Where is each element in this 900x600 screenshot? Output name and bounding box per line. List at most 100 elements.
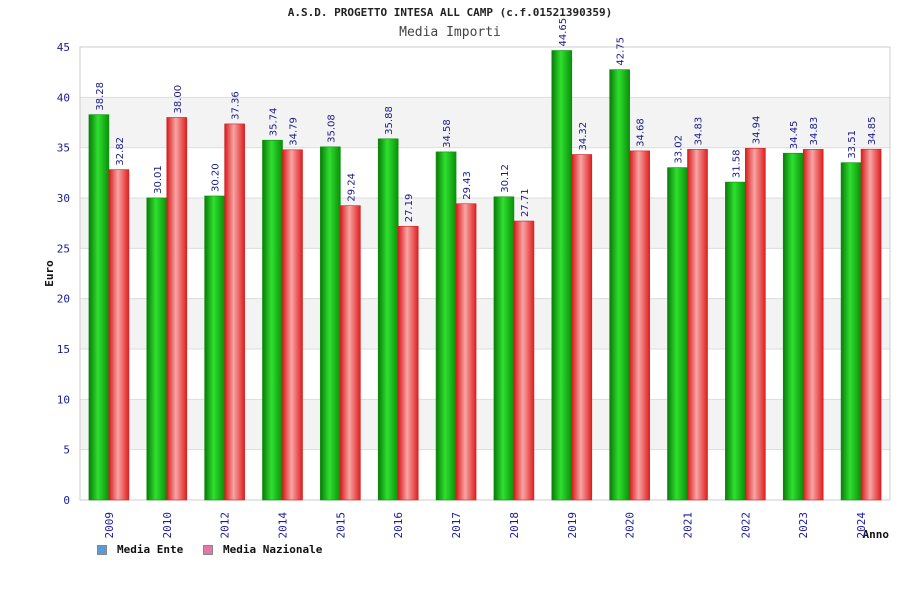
bar-media-ente	[609, 69, 630, 501]
legend-item-media-ente: Media Ente	[97, 543, 183, 556]
data-label: 35.88	[384, 106, 395, 135]
bar-media-nazionale	[282, 149, 303, 501]
data-label: 27.71	[520, 188, 531, 217]
data-label: 34.85	[867, 117, 878, 146]
data-label: 44.65	[558, 18, 569, 47]
bar-media-nazionale	[108, 169, 130, 501]
bar-media-ente	[204, 195, 225, 501]
y-tick-label: 40	[57, 91, 70, 104]
bar-media-nazionale	[340, 205, 361, 501]
data-label: 32.82	[115, 137, 126, 166]
y-tick-label: 45	[57, 41, 70, 54]
x-tick-label: 2024	[855, 512, 868, 539]
y-tick-label: 35	[57, 142, 70, 155]
plot-band	[80, 349, 890, 400]
y-tick-label: 10	[57, 393, 70, 406]
plot-band	[80, 47, 890, 98]
y-tick-label: 5	[63, 444, 70, 457]
x-axis-label: Anno	[863, 528, 890, 541]
data-label: 34.83	[694, 117, 705, 146]
x-tick-label: 2022	[739, 512, 752, 539]
bar-media-nazionale	[513, 220, 535, 501]
plot-band	[80, 147, 890, 198]
bar-media-ente	[435, 151, 457, 501]
data-label: 34.58	[442, 119, 453, 148]
data-label: 29.43	[462, 171, 473, 200]
bar-media-nazionale	[860, 148, 882, 501]
data-label: 34.83	[809, 117, 820, 146]
bar-media-ente	[377, 138, 399, 501]
bar-media-nazionale	[802, 149, 824, 501]
bar-media-nazionale	[224, 123, 245, 501]
data-label: 34.68	[636, 118, 647, 147]
legend-item-media-nazionale: Media Nazionale	[203, 543, 322, 556]
y-axis-label: Euro	[43, 260, 56, 287]
data-label: 30.12	[500, 164, 511, 193]
data-label: 37.36	[231, 91, 242, 120]
data-label: 33.02	[674, 135, 685, 164]
bar-media-ente	[262, 139, 283, 501]
data-label: 35.08	[326, 114, 337, 143]
legend-swatch-media-ente	[97, 544, 107, 555]
x-tick-label: 2023	[797, 512, 810, 539]
data-label: 33.51	[847, 130, 858, 159]
data-label: 31.58	[731, 149, 742, 178]
y-tick-label: 30	[57, 192, 70, 205]
x-tick-label: 2020	[624, 512, 637, 539]
data-label: 34.45	[789, 121, 800, 150]
bar-media-ente	[493, 196, 515, 501]
x-tick-label: 2015	[334, 512, 347, 539]
plot-area-border	[79, 46, 891, 501]
legend-label-media-nazionale: Media Nazionale	[223, 543, 323, 556]
bar-media-ente	[551, 50, 573, 501]
bar-media-nazionale	[629, 150, 650, 501]
data-label: 35.74	[269, 108, 280, 137]
data-label: 27.19	[404, 194, 415, 223]
legend-swatch-media-nazionale	[203, 544, 213, 555]
x-tick-label: 2012	[219, 512, 232, 539]
plot-band	[80, 449, 890, 500]
data-label: 30.01	[153, 165, 164, 194]
y-tick-label: 25	[57, 242, 70, 255]
data-label: 38.28	[95, 82, 106, 111]
bar-media-ente	[782, 152, 804, 501]
bar-media-ente	[725, 181, 746, 501]
bar-media-nazionale	[166, 117, 188, 501]
data-label: 34.94	[751, 116, 762, 145]
y-tick-label: 0	[63, 494, 70, 507]
y-tick-label: 20	[57, 293, 70, 306]
bar-media-nazionale	[455, 203, 477, 501]
data-label: 34.79	[289, 117, 300, 146]
plot-band	[80, 97, 890, 148]
x-tick-label: 2017	[450, 512, 463, 539]
plot-band	[80, 248, 890, 299]
bar-media-ente	[840, 162, 862, 501]
plot-band	[80, 399, 890, 450]
bar-media-ente	[88, 114, 110, 501]
chart-subtitle: Media Importi	[399, 25, 501, 40]
data-label: 42.75	[616, 37, 627, 66]
bar-media-nazionale	[397, 225, 419, 501]
bar-media-nazionale	[571, 154, 593, 501]
data-label: 34.32	[578, 122, 589, 151]
data-label: 29.24	[346, 173, 357, 202]
x-tick-label: 2018	[508, 512, 521, 539]
plot-band	[80, 198, 890, 249]
bar-media-nazionale	[745, 147, 766, 501]
x-tick-label: 2019	[566, 512, 579, 539]
x-tick-label: 2014	[277, 512, 290, 539]
data-label: 30.20	[211, 163, 222, 192]
x-tick-label: 2010	[161, 512, 174, 539]
x-tick-label: 2016	[392, 512, 405, 539]
data-label: 38.00	[173, 85, 184, 114]
chart-title: A.S.D. PROGETTO INTESA ALL CAMP (c.f.015…	[287, 6, 613, 19]
bar-media-ente	[320, 146, 341, 501]
bar-media-ente	[146, 197, 168, 501]
x-tick-label: 2009	[103, 512, 116, 539]
plot-band	[80, 298, 890, 349]
x-tick-label: 2021	[682, 512, 695, 539]
bar-media-ente	[667, 167, 688, 501]
bar-media-nazionale	[687, 149, 708, 501]
legend-label-media-ente: Media Ente	[117, 543, 184, 556]
